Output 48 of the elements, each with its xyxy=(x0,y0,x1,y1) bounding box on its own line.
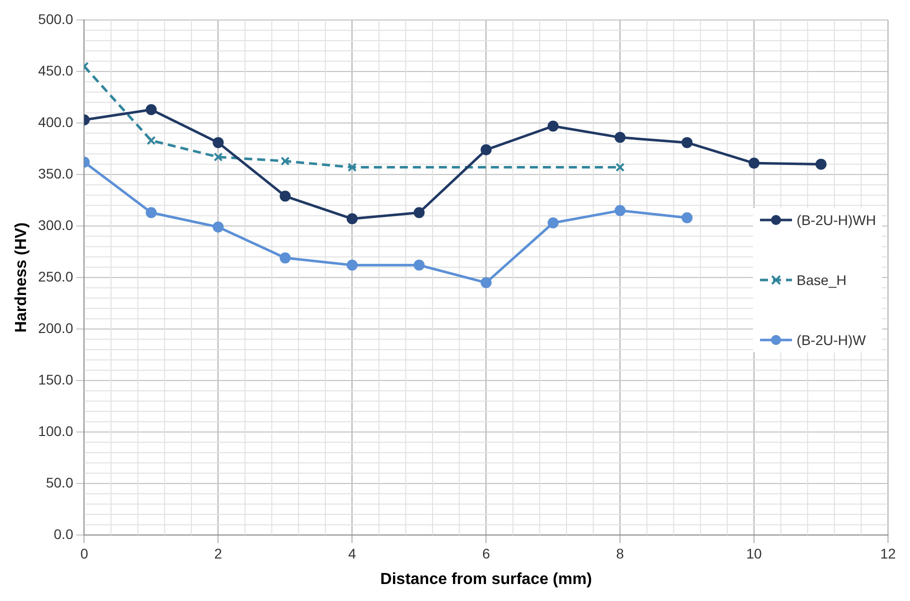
point xyxy=(348,162,357,172)
point xyxy=(614,205,626,216)
y-tick-label: 450.0 xyxy=(38,62,74,78)
y-tick-label: 50.0 xyxy=(46,474,74,490)
point xyxy=(414,260,425,271)
y-tick-label: 200.0 xyxy=(38,320,74,336)
x-tick-label: 12 xyxy=(880,545,896,562)
legend-label: (B-2U-H)W xyxy=(796,332,866,348)
x-tick-label: 6 xyxy=(482,545,490,562)
point xyxy=(614,132,626,143)
x-tick-label: 2 xyxy=(214,545,222,562)
point xyxy=(280,252,291,264)
legend-label: Base_H xyxy=(796,272,846,288)
point xyxy=(146,104,157,116)
point xyxy=(480,277,492,288)
point xyxy=(214,152,223,162)
point xyxy=(280,190,291,202)
point xyxy=(816,158,827,170)
y-tick-label: 150.0 xyxy=(38,371,74,388)
y-tick-label: 0.0 xyxy=(54,526,74,542)
point xyxy=(748,158,760,169)
x-tick-label: 4 xyxy=(348,545,356,562)
point xyxy=(616,162,625,172)
point xyxy=(280,156,290,166)
point xyxy=(346,260,358,271)
y-tick-label: 250.0 xyxy=(38,268,74,284)
point xyxy=(146,207,157,218)
point xyxy=(682,137,693,148)
x-axis-title: Distance from surface (mm) xyxy=(380,570,592,588)
y-tick-label: 400.0 xyxy=(38,114,74,130)
point xyxy=(212,222,224,233)
point xyxy=(146,136,156,146)
point xyxy=(414,207,425,218)
point xyxy=(346,213,358,224)
point xyxy=(212,137,224,148)
y-tick-label: 350.0 xyxy=(38,165,74,182)
x-tick-label: 8 xyxy=(616,545,624,562)
y-axis-title: Hardness (HV) xyxy=(13,222,30,333)
x-tick-label: 10 xyxy=(746,545,762,562)
point xyxy=(548,120,559,132)
y-tick-label: 100.0 xyxy=(38,422,74,439)
point xyxy=(682,212,693,224)
legend-label: (B-2U-H)WH xyxy=(796,212,876,228)
y-tick-label: 300.0 xyxy=(38,216,74,233)
point xyxy=(480,144,492,156)
point xyxy=(548,217,559,228)
x-tick-label: 0 xyxy=(80,545,88,562)
y-tick-label: 500.0 xyxy=(38,10,74,27)
